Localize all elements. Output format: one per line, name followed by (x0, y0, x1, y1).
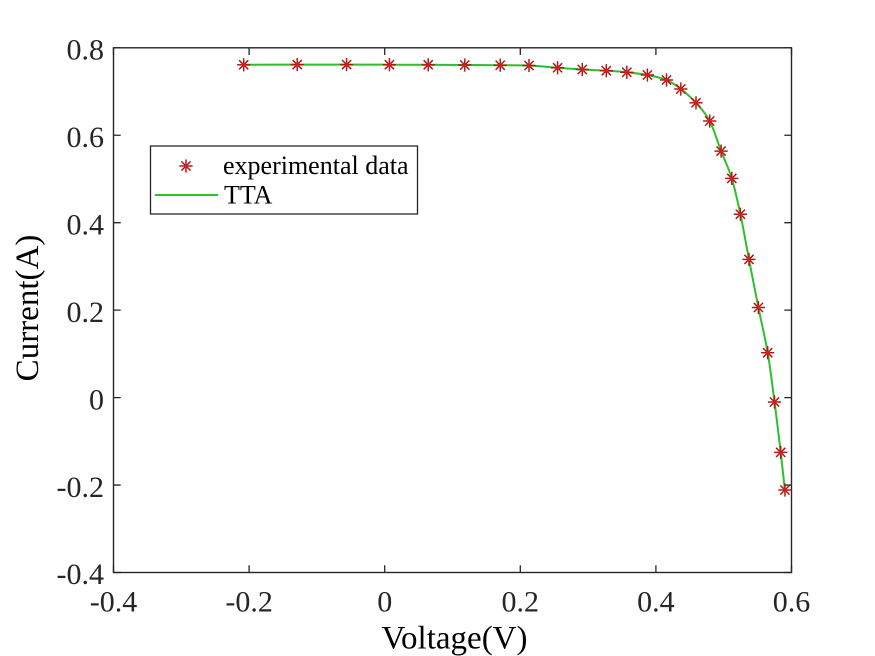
svg-text:experimental data: experimental data (223, 151, 409, 180)
svg-text:-0.4: -0.4 (90, 586, 138, 619)
svg-text:0.2: 0.2 (67, 296, 105, 329)
svg-text:Voltage(V): Voltage(V) (381, 621, 527, 656)
svg-text:0.2: 0.2 (502, 586, 540, 619)
svg-text:0.8: 0.8 (67, 34, 105, 67)
svg-text:0: 0 (89, 383, 104, 416)
svg-text:-0.2: -0.2 (57, 471, 105, 504)
svg-text:-0.4: -0.4 (57, 558, 105, 591)
svg-text:0.4: 0.4 (637, 586, 675, 619)
svg-text:0: 0 (377, 586, 392, 619)
svg-text:0.6: 0.6 (773, 586, 811, 619)
svg-text:0.4: 0.4 (67, 208, 105, 241)
svg-text:Current(A): Current(A) (10, 235, 46, 382)
svg-text:-0.2: -0.2 (225, 586, 273, 619)
svg-text:0.6: 0.6 (67, 121, 105, 154)
svg-text:TTA: TTA (224, 181, 273, 210)
